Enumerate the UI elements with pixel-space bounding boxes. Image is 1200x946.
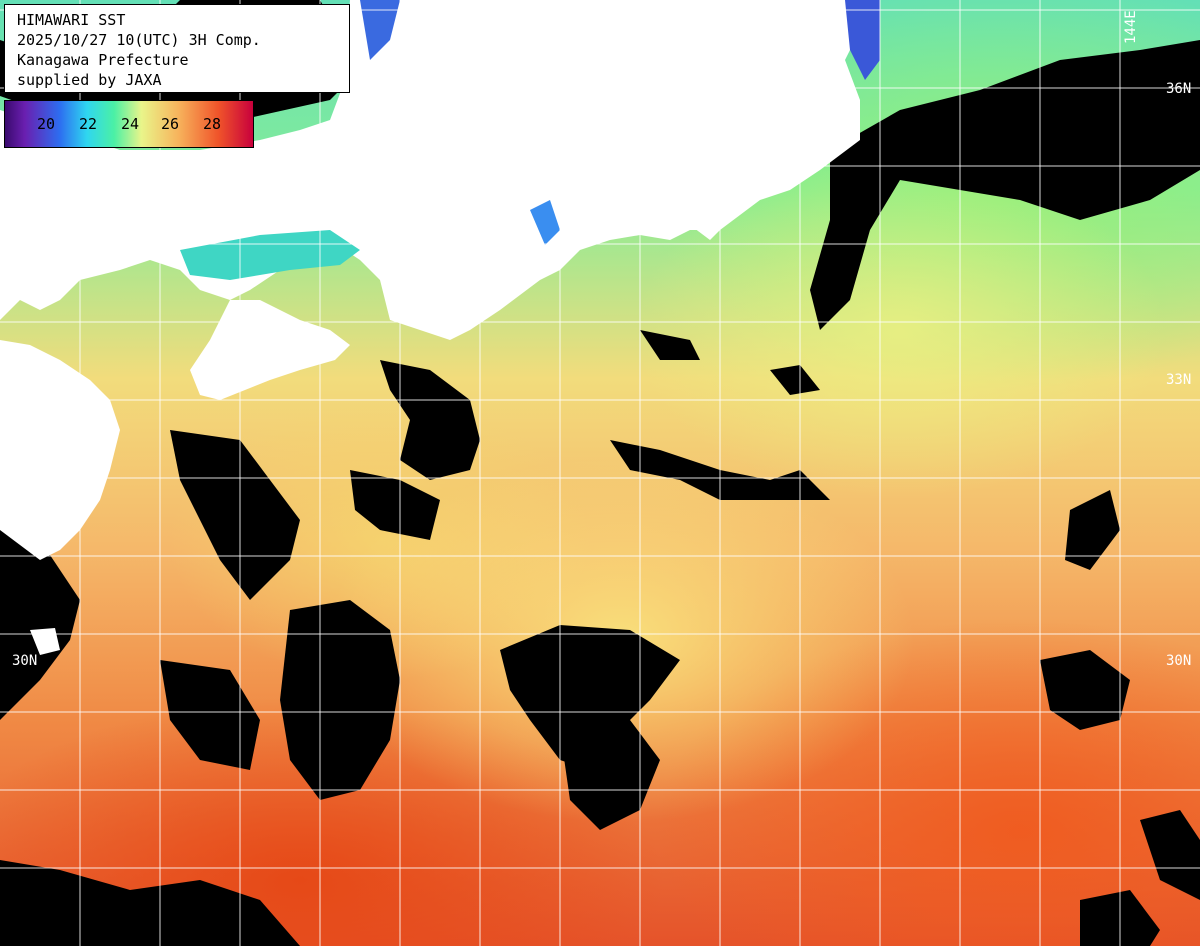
color-legend: 20 22 24 26 28 — [4, 100, 254, 148]
inland-sea-water — [180, 230, 360, 280]
cloud-patch-northeast-band — [810, 40, 1200, 330]
cloud-patch-southwest — [160, 660, 260, 770]
cloud-patch-west-mid — [280, 600, 400, 800]
cloud-patch-west-shore — [170, 430, 300, 600]
lat-label-33n-right: 33N — [1166, 372, 1192, 388]
tokyo-bay-water — [845, 0, 880, 80]
cloud-patch-mid-west — [350, 470, 440, 540]
cloud-patch-center-south — [560, 720, 660, 830]
cloud-patch-northeast-2 — [940, 80, 1100, 140]
cloud-patch-center-north — [380, 360, 480, 480]
tanegashima-land — [30, 628, 60, 655]
lat-label-30n-left: 30N — [12, 653, 38, 669]
north-sea-cool-water — [360, 0, 400, 60]
cloud-patch-far-west — [0, 520, 80, 720]
cloud-patch-far-southwest — [0, 860, 300, 946]
cloud-patch-east — [1040, 650, 1130, 730]
lon-label-144e: 144E — [1123, 10, 1139, 44]
date-line: 2025/10/27 10(UTC) 3H Comp. — [17, 31, 261, 49]
lat-label-30n-right: 30N — [1166, 653, 1192, 669]
legend-tick-20: 20 — [37, 115, 56, 133]
kyushu-land — [0, 340, 120, 560]
credit-line: supplied by JAXA — [17, 71, 162, 89]
lat-label-33-left: 33 — [14, 372, 31, 388]
legend-tick-28: 28 — [203, 115, 222, 133]
lon-label-136e: 136E — [483, 10, 499, 44]
legend-tick-26: 26 — [161, 115, 180, 133]
cloud-patch-small-east — [770, 365, 820, 395]
info-box: HIMAWARI SST 2025/10/27 10(UTC) 3H Comp.… — [4, 4, 350, 93]
cloud-patch-honshu-bay — [640, 330, 700, 360]
legend-tick-24: 24 — [121, 115, 140, 133]
cloud-patch-east-2 — [1065, 490, 1120, 570]
shikoku-land — [190, 300, 350, 400]
kii-peninsula-land — [380, 250, 440, 310]
cloud-patch-center-large — [500, 625, 680, 770]
legend-tick-22: 22 — [79, 115, 98, 133]
cloud-patch-southeast — [1140, 810, 1200, 900]
boso-peninsula-land — [800, 110, 840, 165]
lat-label-36n-right: 36N — [1166, 81, 1192, 97]
region-name: Kanagawa Prefecture — [17, 51, 189, 69]
coastal-cool-water — [180, 0, 880, 280]
ise-bay-water — [530, 200, 560, 245]
product-title: HIMAWARI SST — [17, 11, 126, 29]
